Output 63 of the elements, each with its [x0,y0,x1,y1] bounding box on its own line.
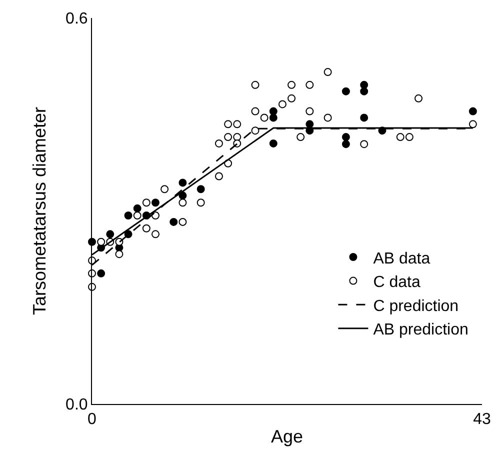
point [306,80,314,89]
y-tick-label: 0.0 [66,396,88,414]
point [170,218,178,226]
point [269,114,278,122]
point [142,224,150,232]
legend-label: AB prediction [373,322,468,339]
point [306,120,314,128]
point [296,133,305,142]
point [233,120,242,128]
point [288,94,296,102]
point [405,133,414,142]
point [196,198,205,207]
point [142,198,150,207]
point [360,80,368,89]
x-tick-label: 43 [473,411,491,428]
point [214,172,223,180]
point [278,100,286,108]
point [342,87,350,96]
point [360,87,368,96]
point [124,230,132,238]
point [468,107,477,116]
point [214,139,223,148]
point [360,114,368,122]
point [224,120,232,128]
point [414,94,423,102]
point [178,218,187,226]
point [251,126,260,135]
point [133,212,142,220]
point [97,238,106,246]
x-tick-label: 0 [88,411,97,428]
point [124,212,132,220]
point [396,133,404,142]
point [160,185,169,194]
point [342,133,350,142]
point [106,230,114,238]
point [224,133,232,142]
x-axis-title: Age [270,426,304,446]
legend-label: C prediction [373,298,459,315]
point [288,80,296,89]
point [151,198,160,207]
legend-label: AB data [373,250,430,268]
y-tick-label: 0.6 [66,10,88,28]
point [97,269,106,278]
point [324,68,332,76]
point [178,198,187,207]
legend-label: C data [373,274,420,292]
point [269,107,278,116]
point [251,107,260,116]
point [133,204,142,212]
point [196,185,205,194]
point [178,178,187,187]
point [306,107,314,116]
point [115,250,124,258]
point [269,139,278,148]
point [360,140,368,148]
point [342,140,350,148]
y-axis-title: Tarsometatarsus diameter [30,106,50,316]
point [324,114,332,122]
point [260,114,268,122]
point [151,230,160,238]
point [468,120,477,128]
point [251,80,260,89]
point [233,133,242,142]
